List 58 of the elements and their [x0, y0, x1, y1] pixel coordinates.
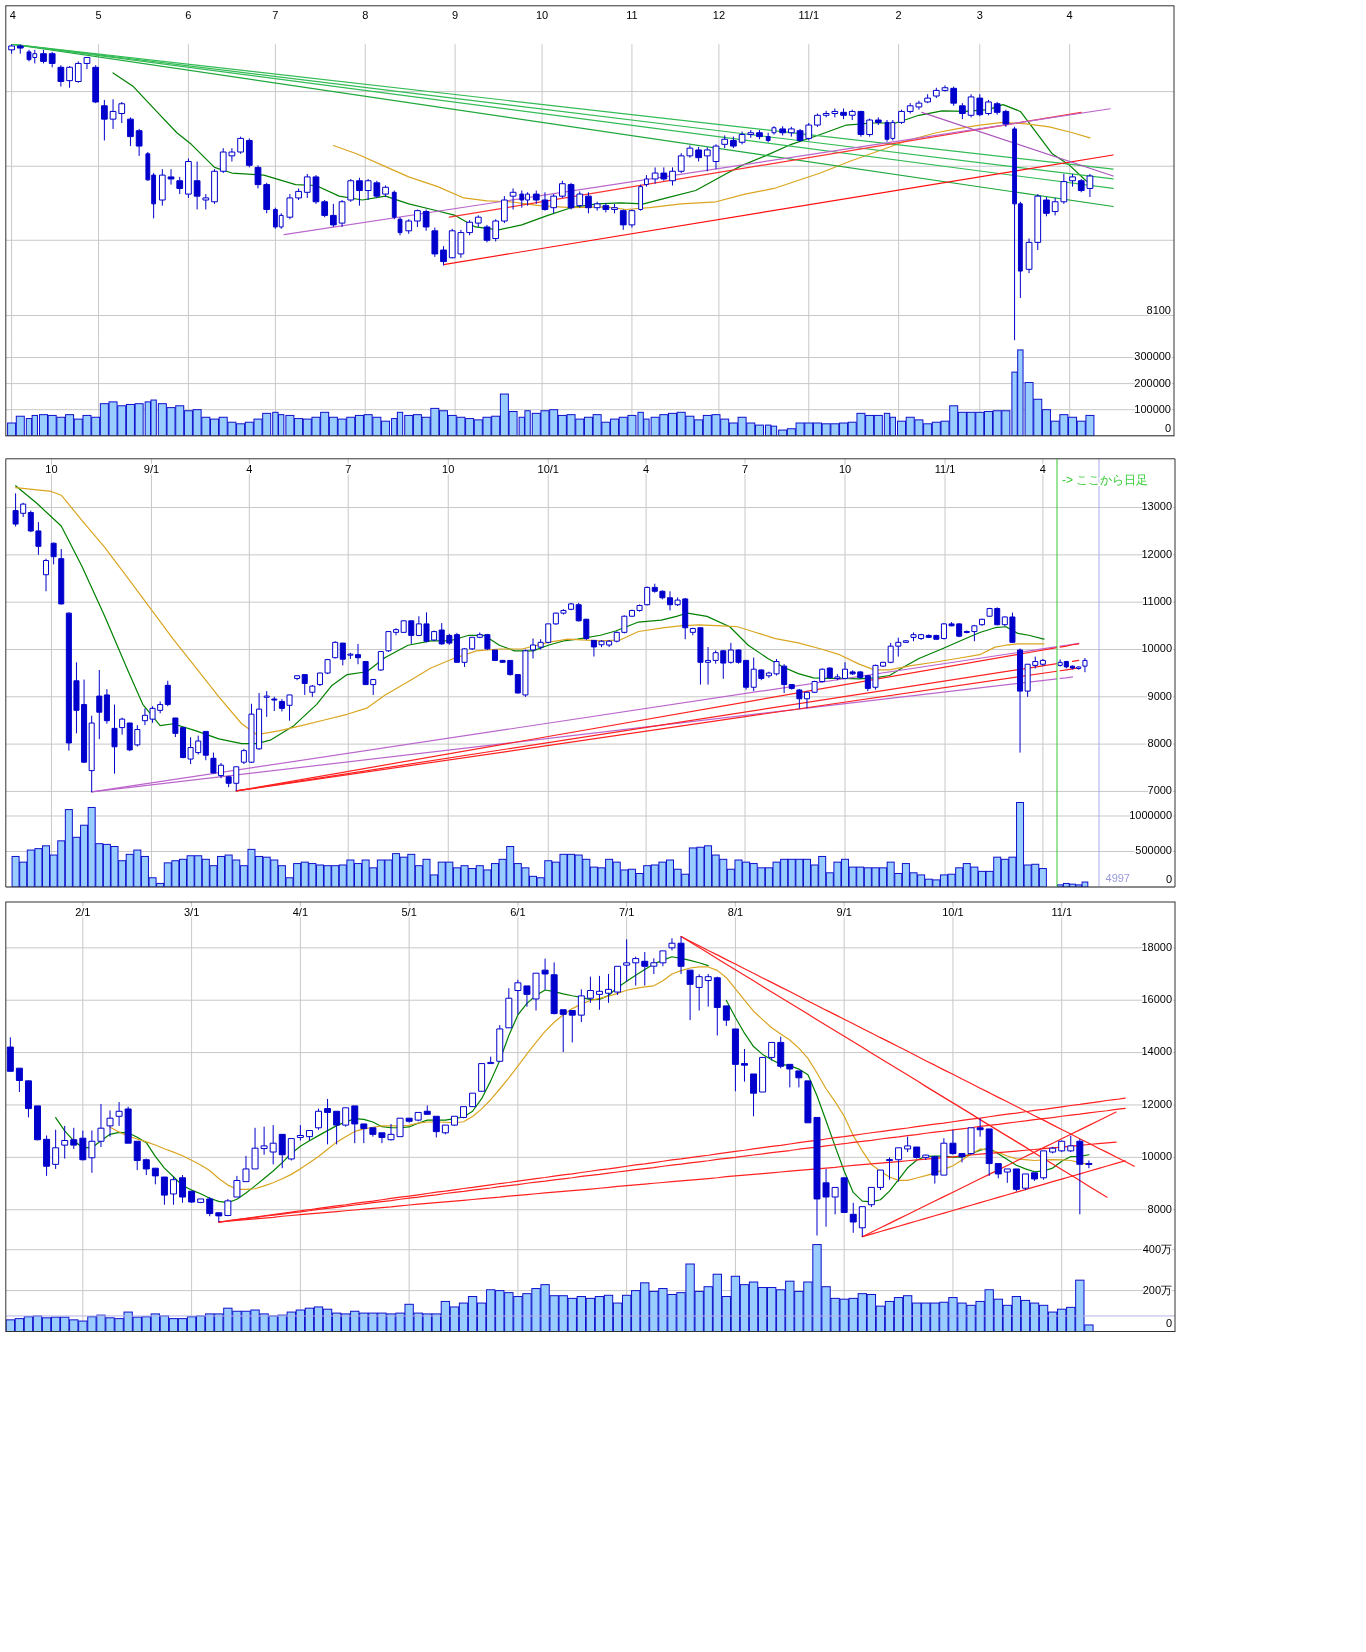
x-tick-label: 7 — [272, 8, 279, 21]
y-tick-label: 16000 — [1141, 993, 1172, 1006]
y-tick-label: 7000 — [1147, 784, 1172, 797]
x-tick-label: 11/1 — [1051, 905, 1072, 918]
y-tick-label: 8000 — [1147, 1202, 1172, 1215]
x-tick-label: 11 — [626, 8, 638, 21]
x-tick-label: 2/1 — [75, 905, 91, 918]
y2-tick-label: 200万 — [1142, 1283, 1172, 1296]
x-tick-label: 6/1 — [510, 905, 526, 918]
y-tick-label: 100000 — [1134, 402, 1171, 415]
x-tick-label: 4 — [1039, 462, 1046, 475]
x-tick-label: 10/1 — [942, 905, 964, 918]
x-tick-label: 9 — [452, 8, 459, 21]
x-tick-label: 3 — [976, 8, 983, 21]
y-tick-label: 200000 — [1134, 376, 1171, 389]
y-tick-label: 0 — [1164, 421, 1171, 434]
y2-tick-label: 500000 — [1135, 844, 1172, 857]
x-tick-label: 9/1 — [836, 905, 852, 918]
y-tick-label: 10000 — [1141, 642, 1172, 655]
x-tick-label: 2 — [895, 8, 902, 21]
y-tick-label: 13000 — [1141, 500, 1172, 513]
x-tick-label: 7/1 — [619, 905, 635, 918]
x-tick-label: 7 — [741, 462, 749, 475]
x-tick-label: 6 — [185, 8, 192, 21]
x-tick-label: 4 — [9, 8, 16, 21]
y-tick-label: 9000 — [1147, 689, 1172, 702]
y-tick-label: 300000 — [1134, 350, 1171, 363]
x-tick-label: 4 — [246, 462, 253, 475]
y-tick-label: 14000 — [1141, 1045, 1172, 1058]
x-tick-label: 8 — [362, 8, 369, 21]
x-tick-label: 4 — [643, 462, 650, 475]
x-tick-label: 10/1 — [537, 462, 559, 475]
y-tick-label: 10000 — [1141, 1150, 1172, 1163]
x-tick-label: 11/1 — [934, 462, 956, 475]
x-tick-label: 7 — [345, 462, 352, 475]
y-tick-label: 18000 — [1141, 940, 1172, 953]
x-tick-label: 4/1 — [292, 905, 309, 918]
x-tick-label: 12 — [712, 8, 726, 21]
annotation: 8100 — [1146, 304, 1171, 317]
x-tick-label: 4 — [1066, 8, 1073, 21]
y-tick-label: 12000 — [1141, 547, 1172, 560]
annotation: -> ここから日足 — [1062, 472, 1149, 487]
x-tick-label: 5 — [95, 8, 102, 21]
x-tick-label: 8/1 — [727, 905, 744, 918]
x-tick-label: 10 — [442, 462, 455, 475]
y2-tick-label: 400万 — [1142, 1242, 1172, 1255]
x-tick-label: 5/1 — [401, 905, 417, 918]
x-tick-label: 10 — [535, 8, 549, 21]
y-tick-label: 11000 — [1142, 595, 1172, 608]
y-tick-label: 8000 — [1147, 737, 1172, 750]
x-tick-label: 10 — [45, 462, 58, 475]
annotation: 4997 — [1105, 871, 1130, 884]
y-tick-label: 12000 — [1141, 1097, 1172, 1110]
x-tick-label: 11/1 — [798, 8, 820, 21]
x-tick-label: 9/1 — [143, 462, 160, 475]
y2-tick-label: 1000000 — [1129, 808, 1172, 821]
x-tick-label: 10 — [838, 462, 852, 475]
x-tick-label: 3/1 — [183, 905, 200, 918]
